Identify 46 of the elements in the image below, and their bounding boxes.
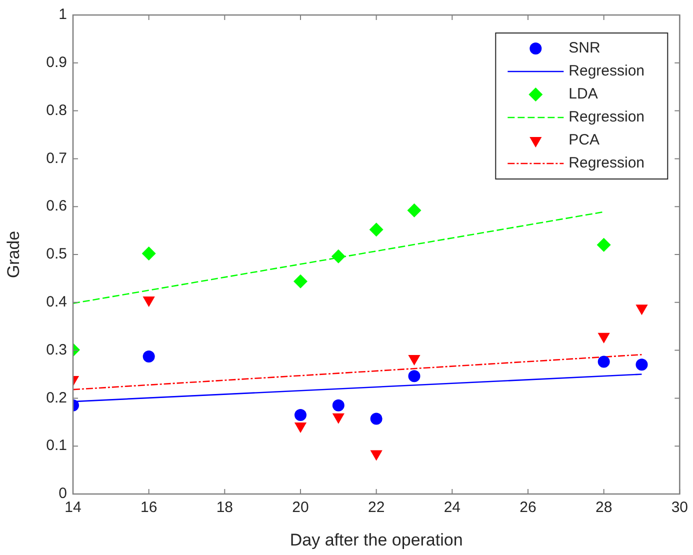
y-tick-label: 0 (58, 485, 67, 502)
legend-label: Regression (568, 108, 645, 126)
point (332, 413, 344, 424)
y-tick-label: 0.8 (46, 102, 67, 119)
point (408, 354, 420, 366)
legend-label: Regression (568, 62, 645, 80)
point (142, 350, 155, 363)
y-tick-label: 1 (58, 6, 67, 24)
point (370, 412, 382, 425)
y-tick-label: 0.7 (46, 150, 67, 167)
x-tick-label: 30 (671, 499, 688, 516)
y-tick-label: 0.6 (46, 198, 67, 215)
x-tick-label: 22 (368, 499, 385, 516)
legend-label: Regression (568, 154, 645, 172)
point (598, 332, 610, 344)
point (407, 203, 422, 218)
legend-label: LDA (568, 86, 598, 103)
x-tick-label: 26 (520, 499, 536, 516)
point (596, 238, 611, 252)
y-tick-label: 0.5 (46, 246, 67, 263)
point (293, 274, 308, 288)
point (408, 370, 420, 382)
legend-label: PCA (568, 132, 600, 149)
x-axis-title: Day after the operation (290, 530, 463, 550)
x-tick-label: 16 (140, 499, 158, 516)
x-tick-label: 14 (64, 499, 82, 516)
y-tick-label: 0.3 (46, 341, 67, 358)
y-tick-label: 0.1 (46, 437, 67, 454)
point (331, 249, 346, 264)
y-tick-label: 0.4 (46, 294, 67, 311)
point (142, 246, 156, 261)
point (332, 399, 344, 412)
point (294, 408, 306, 421)
point (370, 450, 382, 461)
point (369, 222, 384, 237)
point (294, 422, 307, 433)
x-tick-label: 24 (444, 499, 461, 516)
x-tick-label: 20 (292, 499, 309, 516)
x-tick-label: 18 (216, 499, 234, 516)
y-tick-label: 0.9 (46, 54, 67, 72)
point (636, 358, 648, 371)
legend-label: SNR (568, 40, 600, 57)
y-axis-title: Grade (4, 230, 23, 278)
y-tick-label: 0.2 (46, 389, 67, 406)
point (598, 356, 610, 368)
x-tick-label: 28 (595, 499, 612, 516)
